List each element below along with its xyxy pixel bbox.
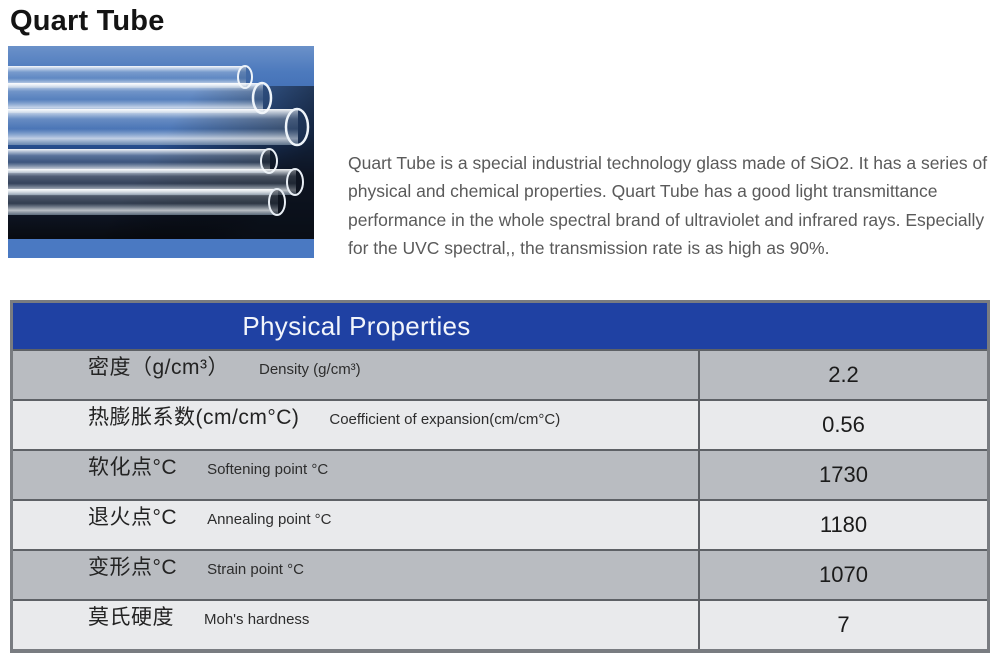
quartz-tube-image (8, 46, 314, 258)
table-row-expansion: 热膨胀系数(cm/cm°C) Coefficient of expansion(… (13, 399, 987, 449)
cell-label: 莫氏硬度 Moh's hardness (13, 601, 700, 649)
cell-value: 7 (837, 612, 850, 637)
cell-value: 1180 (819, 512, 868, 537)
cell-label: 退火点°C Annealing point °C (13, 501, 700, 549)
cell-label: 变形点°C Strain point °C (13, 551, 700, 599)
label-zh: 莫氏硬度 (88, 606, 174, 629)
cell-label: 热膨胀系数(cm/cm°C) Coefficient of expansion(… (13, 401, 700, 449)
label-zh: 软化点°C (88, 456, 178, 479)
table-row-strain: 变形点°C Strain point °C 1070 (13, 549, 987, 599)
cell-label: 密度（g/cm³） Density (g/cm³) (13, 351, 700, 399)
table-row-hardness: 莫氏硬度 Moh's hardness 7 (13, 599, 987, 649)
cell-label: 软化点°C Softening point °C (13, 451, 700, 499)
table-row-softening: 软化点°C Softening point °C 1730 (13, 449, 987, 499)
table-header: Physical Properties (13, 303, 987, 349)
cell-value: 1730 (819, 462, 868, 487)
cell-value: 0.56 (822, 412, 865, 437)
cell-value: 2.2 (828, 362, 859, 387)
description-text: Quart Tube is a special industrial techn… (348, 153, 988, 258)
table-row-annealing: 退火点°C Annealing point °C 1180 (13, 499, 987, 549)
cell-value: 1070 (819, 562, 868, 587)
label-en: Moh's hardness (204, 611, 310, 628)
physical-properties-table: Physical Properties 密度（g/cm³） Density (g… (10, 300, 990, 653)
hero-section: Quart Tube is a special industrial techn… (8, 46, 1000, 258)
label-zh: 变形点°C (88, 556, 178, 579)
label-en: Coefficient of expansion(cm/cm°C) (329, 411, 561, 428)
label-en: Annealing point °C (207, 511, 332, 528)
table-row-density: 密度（g/cm³） Density (g/cm³) 2.2 (13, 349, 987, 399)
label-zh: 退火点°C (88, 506, 178, 529)
label-en: Density (g/cm³) (259, 361, 361, 378)
table-header-title: Physical Properties (242, 310, 471, 341)
label-zh: 热膨胀系数(cm/cm°C) (88, 406, 300, 429)
table-body: 密度（g/cm³） Density (g/cm³) 2.2 热膨胀系数(cm/c… (13, 349, 987, 649)
label-en: Strain point °C (207, 561, 304, 578)
page-title: Quart Tube (10, 5, 165, 37)
label-zh: 密度（g/cm³） (88, 356, 229, 379)
label-en: Softening point °C (207, 461, 329, 478)
